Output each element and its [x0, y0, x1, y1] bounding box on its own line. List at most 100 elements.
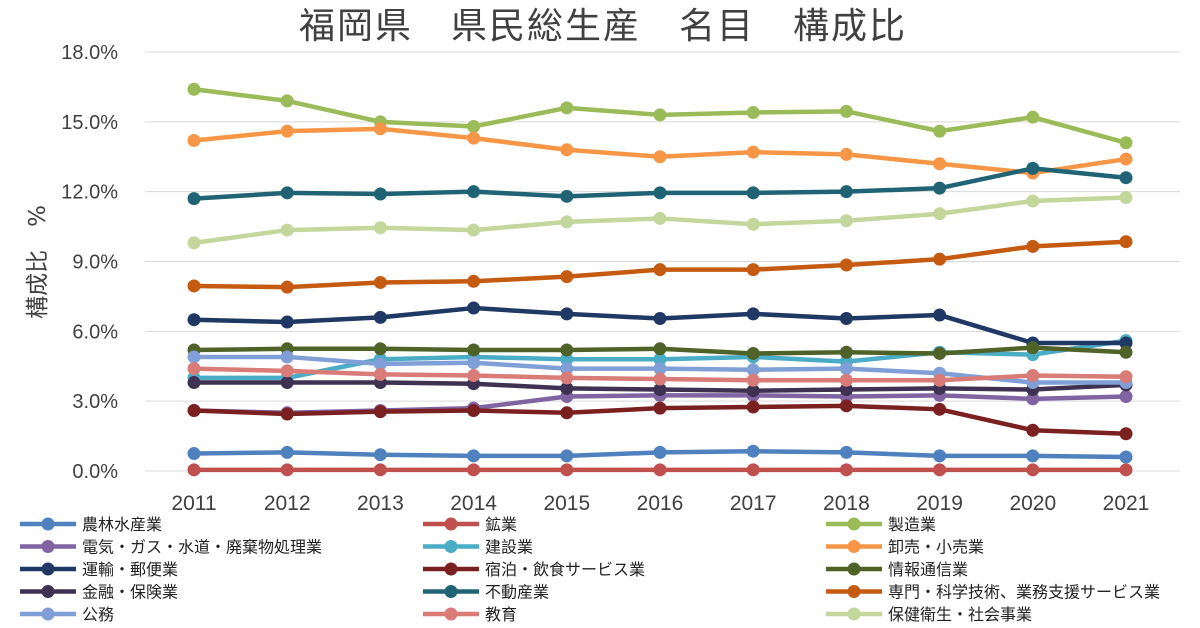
data-point [1119, 136, 1133, 150]
legend-swatch-marker [41, 517, 55, 531]
data-point [467, 356, 481, 370]
data-point [280, 223, 294, 237]
data-point [839, 362, 853, 376]
data-point [467, 301, 481, 315]
legend-item: 金融・保険業 [20, 583, 178, 602]
legend-item: 運輸・郵便業 [20, 560, 178, 579]
data-point [560, 371, 574, 385]
data-point [653, 372, 667, 386]
legend-swatch-marker [41, 562, 55, 576]
data-point [373, 187, 387, 201]
data-point [560, 381, 574, 395]
data-point [746, 346, 760, 360]
series-製造業 [187, 82, 1133, 150]
data-point [280, 364, 294, 378]
data-point [373, 221, 387, 235]
legend-label: 金融・保険業 [82, 583, 178, 602]
data-point [187, 313, 201, 327]
data-point [560, 215, 574, 229]
data-point [653, 342, 667, 356]
data-point [280, 463, 294, 477]
data-point [933, 181, 947, 195]
data-point [1119, 390, 1133, 404]
legend-label: 卸売・小売業 [888, 538, 984, 557]
data-point [560, 406, 574, 420]
data-point [746, 145, 760, 159]
data-point [933, 252, 947, 266]
data-point [560, 352, 574, 366]
data-point [560, 307, 574, 321]
data-point [187, 463, 201, 477]
legend-item: 農林水産業 [20, 515, 162, 534]
data-point [653, 352, 667, 366]
data-point [653, 150, 667, 164]
data-point [187, 82, 201, 96]
legend-label: 不動産業 [485, 583, 549, 602]
data-point [746, 400, 760, 414]
data-point [467, 185, 481, 199]
data-point [1026, 341, 1040, 355]
data-point [560, 343, 574, 357]
series-農林水産業 [187, 444, 1133, 464]
series-保健衛生・社会事業 [187, 190, 1133, 250]
data-point [1119, 336, 1133, 350]
data-point [467, 119, 481, 133]
series-情報通信業 [187, 341, 1133, 360]
legend-label: 製造業 [888, 515, 936, 534]
legend-swatch-marker [444, 540, 458, 553]
data-point [280, 280, 294, 294]
data-point [933, 402, 947, 416]
y-tick-label: 6.0% [72, 321, 118, 343]
legend-label: 公務 [82, 605, 114, 624]
series-教育 [187, 362, 1133, 387]
data-point [373, 122, 387, 136]
data-point [560, 463, 574, 477]
data-point [1119, 152, 1133, 166]
data-point [187, 192, 201, 206]
data-point [1026, 369, 1040, 383]
legend-label: 保健衛生・社会事業 [888, 605, 1032, 624]
data-point [560, 449, 574, 463]
data-point [1026, 239, 1040, 253]
series-宿泊・飲食サービス業 [187, 399, 1133, 441]
data-point [653, 445, 667, 459]
data-point [467, 131, 481, 145]
data-point [1119, 190, 1133, 204]
data-point [187, 403, 201, 417]
data-point [839, 214, 853, 228]
data-point [746, 186, 760, 200]
data-point [746, 463, 760, 477]
data-point [373, 342, 387, 356]
legend-item: 専門・科学技術、業務支援サービス業 [826, 583, 1160, 602]
data-point [653, 362, 667, 376]
x-tick-label: 2016 [637, 492, 684, 515]
legend-swatch-marker [41, 607, 55, 621]
data-point [373, 357, 387, 371]
data-point [653, 312, 667, 326]
y-tick-label: 3.0% [72, 391, 118, 413]
y-axis-label: 構成比 % [25, 205, 51, 319]
data-point [1026, 423, 1040, 437]
x-tick-label: 2021 [1103, 492, 1150, 515]
legend-swatch-marker [41, 585, 55, 598]
legend-swatch-marker [847, 607, 861, 621]
data-point [839, 185, 853, 199]
x-tick-label: 2018 [823, 492, 870, 515]
series-鉱業 [187, 463, 1133, 477]
x-tick-label: 2011 [171, 492, 216, 515]
data-point [839, 399, 853, 413]
series-lines [187, 82, 1133, 477]
data-point [746, 373, 760, 387]
y-tick-label: 0.0% [72, 461, 118, 483]
legend-swatch-marker [444, 517, 458, 531]
data-point [1119, 450, 1133, 464]
data-point [373, 405, 387, 419]
legend-label: 鉱業 [485, 515, 517, 534]
data-point [187, 376, 201, 390]
data-point [467, 369, 481, 383]
data-point [467, 223, 481, 237]
data-point [933, 373, 947, 387]
data-point [839, 445, 853, 459]
